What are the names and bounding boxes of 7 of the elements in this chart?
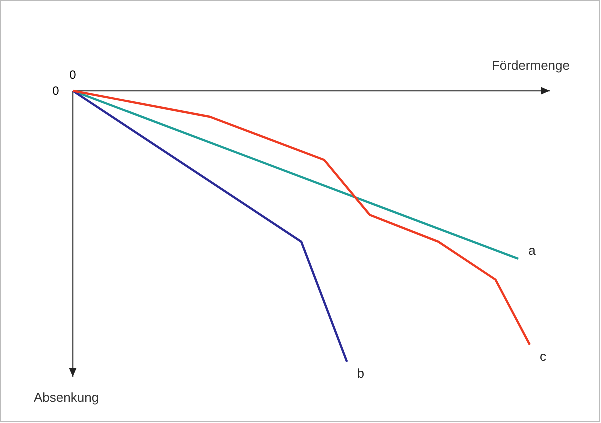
- y-axis-title: Absenkung: [34, 390, 100, 405]
- text: 0: [52, 84, 60, 98]
- series-label: a: [528, 243, 537, 258]
- x-axis-title: Fördermenge: [492, 58, 570, 73]
- series-label: c: [540, 348, 547, 364]
- text: 0: [70, 68, 77, 82]
- series-label: b: [357, 366, 364, 381]
